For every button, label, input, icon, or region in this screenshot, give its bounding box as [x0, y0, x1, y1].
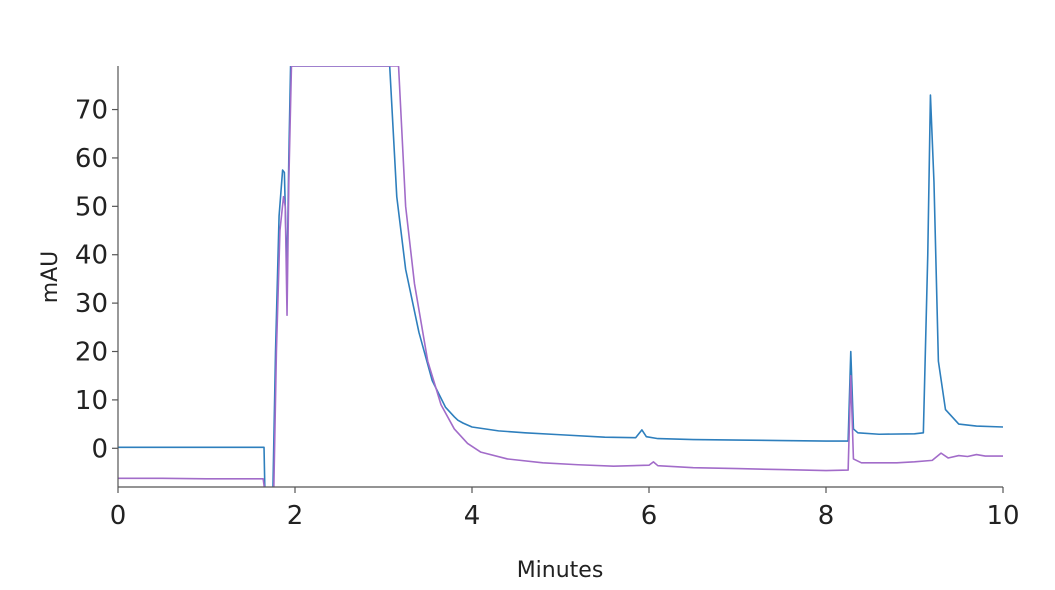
- y-tick-label: 70: [75, 96, 108, 126]
- y-tick-label: 50: [75, 192, 108, 222]
- axes-layer: 0 2 4 6 8 10 0 10 20 30 40 50 60 70: [75, 66, 1020, 531]
- y-tick-label: 60: [75, 144, 108, 174]
- y-tick-label: 30: [75, 289, 108, 319]
- series-line-2: [118, 66, 1003, 487]
- x-tick-label: 2: [287, 501, 304, 531]
- y-axis-title: mAU: [38, 251, 63, 304]
- x-tick-label: 10: [986, 501, 1019, 531]
- y-tick-label: 20: [75, 338, 108, 368]
- x-tick-label: 8: [818, 501, 835, 531]
- y-tick-label: 10: [75, 386, 108, 416]
- x-tick-label: 4: [464, 501, 481, 531]
- x-tick-label: 6: [641, 501, 658, 531]
- x-tick-label: 0: [110, 501, 127, 531]
- y-tick-label: 40: [75, 241, 108, 271]
- y-tick-label: 0: [91, 434, 108, 464]
- x-axis-title: Minutes: [517, 558, 604, 583]
- series-layer: [118, 66, 1003, 487]
- series-line-1: [118, 66, 1003, 487]
